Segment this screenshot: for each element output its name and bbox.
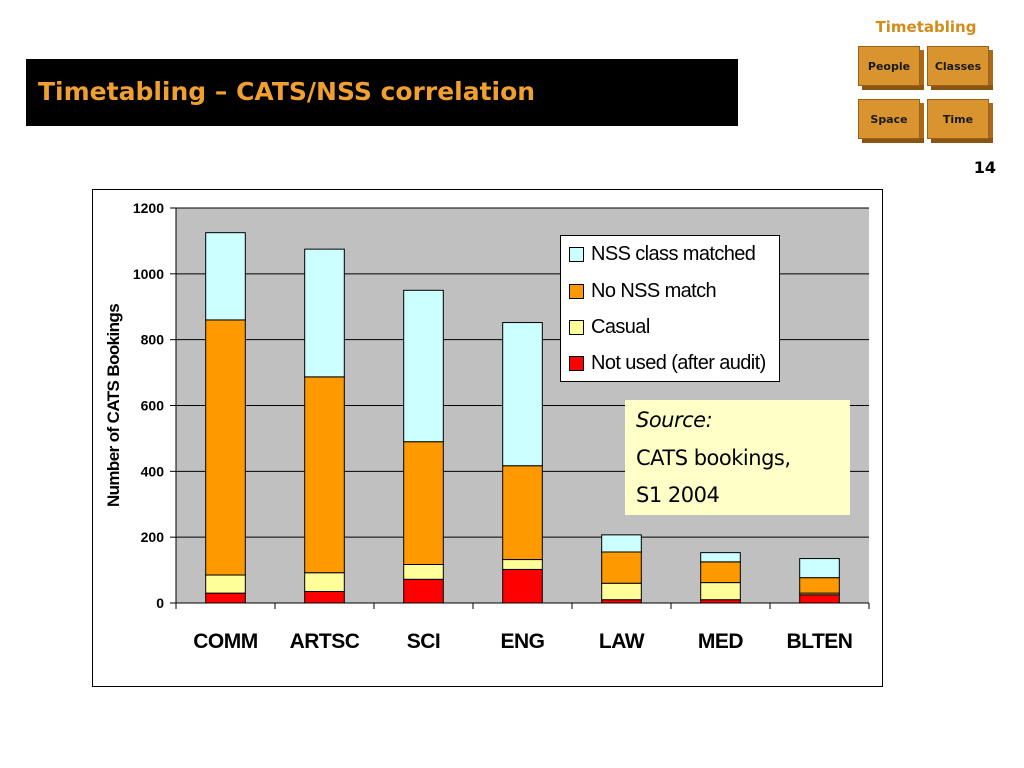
legend-item-no-nss-match: No NSS match xyxy=(569,277,717,305)
bar-segment xyxy=(205,232,246,321)
legend-item-nss-class-matched: NSS class matched xyxy=(569,240,756,268)
bar-segment xyxy=(799,577,840,594)
nav-cube-space-label: Space xyxy=(858,99,920,139)
nav-cube-time[interactable]: Time xyxy=(927,99,993,143)
x-tick-label: MED xyxy=(698,630,744,653)
x-tick-label: BLTEN xyxy=(787,630,853,653)
bar-segment xyxy=(304,590,345,604)
bar-segment xyxy=(304,572,345,592)
bar-segment xyxy=(205,574,246,594)
chart-legend: NSS class matched No NSS match Casual No… xyxy=(560,235,780,382)
y-tick-label: 600 xyxy=(141,398,165,414)
y-tick-label: 1200 xyxy=(133,200,164,216)
bar-segment xyxy=(304,248,345,378)
bar-segment xyxy=(205,319,246,576)
source-line-2: S1 2004 xyxy=(636,483,720,507)
cube-side xyxy=(988,50,993,88)
title-bar: Timetabling – CATS/NSS correlation xyxy=(26,59,738,126)
legend-swatch xyxy=(569,319,584,335)
source-line-1: CATS bookings, xyxy=(636,446,791,470)
section-label: Timetabling xyxy=(875,18,977,36)
bar-segment xyxy=(601,582,642,601)
bar-segment xyxy=(502,559,543,570)
y-tick-label: 400 xyxy=(141,463,165,479)
legend-item-casual: Casual xyxy=(569,313,650,341)
x-tick-label: ENG xyxy=(500,630,544,653)
cube-side xyxy=(919,50,924,88)
legend-swatch xyxy=(569,246,584,262)
bar-segment xyxy=(700,561,741,584)
x-tick-label: LAW xyxy=(599,630,645,653)
bar-segment xyxy=(700,552,741,563)
page-number: 14 xyxy=(973,158,996,177)
y-tick-label: 200 xyxy=(141,529,165,545)
cube-side xyxy=(988,103,993,141)
bar-segment xyxy=(799,594,840,604)
nav-cube-classes[interactable]: Classes xyxy=(927,46,993,90)
legend-item-not-used: Not used (after audit) xyxy=(569,349,766,377)
bar-segment xyxy=(403,441,444,565)
bar-segment xyxy=(304,376,345,574)
bar-segment xyxy=(502,465,543,561)
legend-label: Casual xyxy=(591,315,650,338)
bar-segment xyxy=(403,563,444,580)
source-label: Source: xyxy=(636,408,713,432)
nav-cube-classes-label: Classes xyxy=(927,46,989,86)
page-title: Timetabling – CATS/NSS correlation xyxy=(38,77,536,106)
bar-segment xyxy=(403,289,444,443)
x-tick-label: COMM xyxy=(193,630,258,653)
nav-cube-people-label: People xyxy=(858,46,920,86)
cube-bottom xyxy=(931,85,993,90)
y-tick-label: 1000 xyxy=(133,266,164,282)
cube-bottom xyxy=(931,138,993,143)
legend-label: Not used (after audit) xyxy=(591,351,766,374)
y-tick-label: 0 xyxy=(156,595,164,611)
bar-segment xyxy=(799,558,840,579)
nav-cube-time-label: Time xyxy=(927,99,989,139)
cube-side xyxy=(919,103,924,141)
cube-bottom xyxy=(862,138,924,143)
x-tick-label: SCI xyxy=(407,630,441,653)
bar-segment xyxy=(700,582,741,601)
legend-label: No NSS match xyxy=(591,279,717,302)
nav-cube-people[interactable]: People xyxy=(858,46,924,90)
cube-bottom xyxy=(862,85,924,90)
bar-segment xyxy=(502,568,543,604)
source-note: Source: CATS bookings, S1 2004 xyxy=(625,400,850,515)
y-tick-label: 800 xyxy=(141,332,165,348)
bar-segment xyxy=(601,534,642,553)
bar-segment xyxy=(403,578,444,604)
legend-label: NSS class matched xyxy=(591,242,756,265)
nav-cube-space[interactable]: Space xyxy=(858,99,924,143)
legend-swatch xyxy=(569,355,584,371)
bar-segment xyxy=(205,592,246,604)
bar-segment xyxy=(601,551,642,584)
legend-swatch xyxy=(569,283,584,299)
x-tick-label: ARTSC xyxy=(290,630,360,653)
y-axis-label: Number of CATS Bookings xyxy=(104,304,123,507)
bar-segment xyxy=(502,322,543,467)
